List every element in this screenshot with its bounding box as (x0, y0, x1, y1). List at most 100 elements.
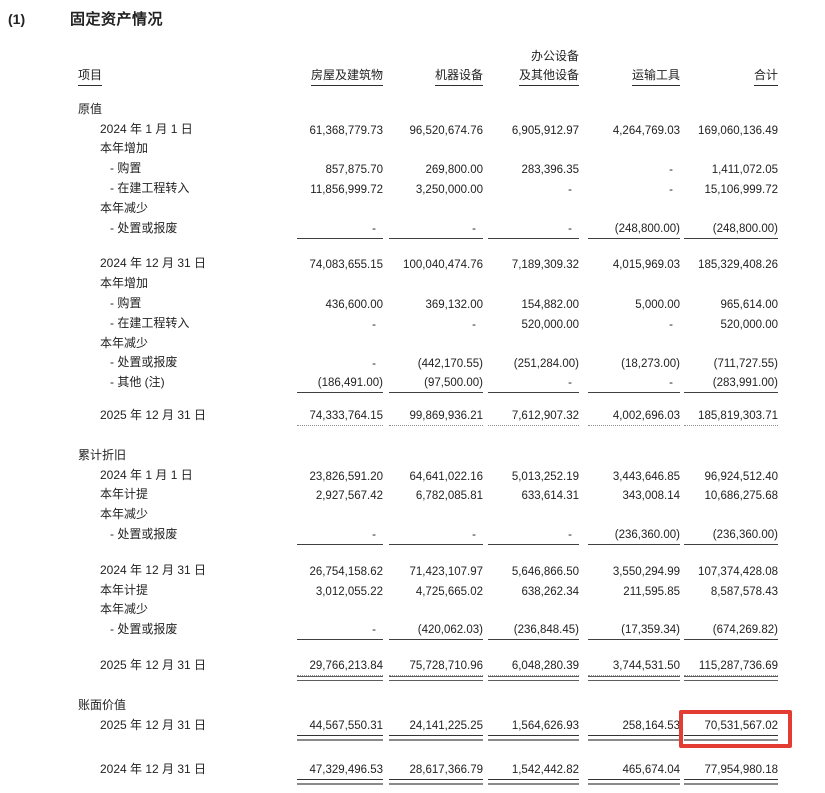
value-cell: 70,531,567.02 (679, 709, 792, 748)
table-row: - 其他 (注) (186,491.00) (97,500.00) - - (283,99… (70, 373, 817, 394)
value-cell: (236,360.00) (588, 529, 680, 545)
value-cell: - (389, 223, 483, 239)
value-cell: 343,008.14 (588, 490, 680, 505)
table-row: 2024 年 12 月 31 日 26,754,158.62 71,423,107.… (70, 561, 817, 581)
header-buildings: 房屋及建筑物 (297, 66, 383, 89)
row-label: 本年减少 (100, 335, 149, 350)
row-label: 本年减少 (100, 602, 149, 617)
row-spacer (70, 239, 817, 255)
cell-value: - (372, 624, 376, 637)
cell-value: 10,686,275.68 (704, 490, 778, 503)
value-cell: 185,329,408.26 (684, 259, 778, 274)
value-cell: (283,991.00) (684, 377, 778, 394)
value-cell: - (588, 164, 680, 179)
value-cell: 638,262.34 (488, 586, 579, 601)
value-cell: 96,924,512.40 (684, 471, 778, 486)
value-cell: 5,646,866.50 (488, 566, 579, 581)
cell-value: (97,500.00) (424, 377, 483, 390)
row-label: 账面价值 (78, 697, 127, 712)
cell-value: 283,396.35 (521, 164, 579, 177)
value-cell: (236,848.45) (488, 624, 579, 641)
value-cell: - (297, 223, 383, 239)
value-cell: (674,269.82) (684, 624, 778, 641)
cell-value: 115,287,736.69 (698, 659, 778, 672)
section-title-row: (1) 固定资产情况 (8, 8, 817, 29)
value-cell: 1,411,072.05 (684, 164, 778, 179)
table-row: - 处置或报废 - (420,062.03) (236,848.45) (17,359.… (70, 620, 817, 641)
value-cell: 185,819,303.71 (684, 410, 778, 426)
cell-value: 3,550,294.99 (612, 565, 680, 578)
value-cell: 1,542,442.82 (488, 764, 579, 786)
value-cell: 99,869,936.21 (389, 410, 483, 426)
row-label: - 处置或报废 (110, 355, 178, 370)
value-cell: (251,284.00) (488, 358, 579, 373)
table-row: - 处置或报废 - - - (236,360.00) (236,360.00) (70, 525, 817, 545)
value-cell: 15,106,999.72 (684, 184, 778, 199)
row-label: 2024 年 12 月 31 日 (100, 562, 207, 577)
cell-value: 7,612,907.32 (511, 409, 579, 422)
value-cell: (248,800.00) (588, 223, 680, 239)
value-cell: 8,587,578.43 (684, 586, 778, 601)
cell-value: 96,520,674.76 (409, 124, 483, 137)
value-cell: 74,083,655.15 (297, 259, 383, 274)
value-cell: 965,614.00 (684, 299, 778, 314)
row-label: 本年增加 (100, 141, 149, 156)
value-cell: 258,164.53 (588, 720, 680, 741)
cell-value: - (568, 528, 572, 541)
value-cell: - (297, 529, 383, 545)
table-row: - 处置或报废 - (442,170.55) (251,284.00) (18,273.… (70, 354, 817, 374)
table-row: 2024 年 1 月 1 日 61,368,779.73 96,520,674.76… (70, 120, 817, 140)
cell-value: 1,542,442.82 (511, 764, 579, 777)
section-row: 本年增加 (70, 140, 817, 160)
section-row: 原值 (70, 100, 817, 120)
cell-value: (18,273.00) (621, 358, 680, 371)
value-cell: 169,060,136.49 (684, 125, 778, 140)
value-cell: 64,641,022.16 (389, 471, 483, 486)
value-cell: 47,329,496.53 (297, 764, 383, 786)
cell-value: (186,491.00) (317, 377, 383, 390)
value-cell: 61,368,779.73 (297, 125, 383, 140)
cell-value: 28,617,366.79 (409, 764, 483, 777)
value-cell: - (297, 358, 383, 373)
cell-value: 74,083,655.15 (309, 259, 383, 272)
cell-value: 1,411,072.05 (711, 164, 778, 177)
cell-value: 520,000.00 (720, 318, 778, 331)
value-cell: 4,264,769.03 (588, 125, 680, 140)
cell-value: 11,856,999.72 (310, 183, 383, 196)
value-cell: 44,567,550.31 (297, 720, 383, 741)
value-cell: (186,491.00) (297, 377, 383, 394)
section-row: 本年减少 (70, 505, 817, 525)
table-row: 2025 年 12 月 31 日 74,333,764.15 99,869,936.… (70, 406, 817, 426)
header-machinery-label: 机器设备 (434, 66, 483, 86)
cell-value: 23,826,591.20 (309, 470, 383, 483)
value-cell: 3,012,055.22 (297, 586, 383, 601)
row-label: 原值 (78, 101, 103, 116)
cell-value: 436,600.00 (325, 298, 383, 311)
value-cell: 633,614.31 (488, 490, 579, 505)
cell-value: 169,060,136.49 (698, 124, 778, 137)
value-cell: - (488, 223, 579, 239)
row-label: 本年减少 (100, 507, 149, 522)
cell-value: 3,250,000.00 (415, 183, 483, 196)
table-row: - 购置 436,600.00 369,132.00 154,882.00 5,000.… (70, 294, 817, 314)
value-cell: 6,048,280.39 (488, 660, 579, 681)
header-buildings-label: 房屋及建筑物 (310, 66, 383, 86)
value-cell: 4,002,696.03 (588, 410, 680, 426)
row-spacer (70, 393, 817, 406)
value-cell: 2,927,567.42 (297, 490, 383, 505)
row-label: 本年减少 (100, 200, 149, 215)
cell-value: - (568, 222, 572, 235)
cell-value: 26,754,158.62 (309, 565, 383, 578)
cell-value: 71,423,107.97 (409, 565, 483, 578)
cell-value: 74,333,764.15 (309, 409, 383, 422)
value-cell: 269,800.00 (389, 164, 483, 179)
value-cell: (711,727.55) (684, 358, 778, 373)
table-row: 本年计提 3,012,055.22 4,725,665.02 638,262.34 21… (70, 581, 817, 601)
cell-value: (248,800.00) (614, 222, 680, 235)
header-office-equipment: 办公设备 及其他设备 (488, 47, 579, 89)
cell-value: 6,782,085.81 (415, 490, 483, 503)
value-cell: 11,856,999.72 (297, 184, 383, 199)
value-cell: 6,905,912.97 (488, 125, 579, 140)
cell-value: 47,329,496.53 (309, 764, 383, 777)
